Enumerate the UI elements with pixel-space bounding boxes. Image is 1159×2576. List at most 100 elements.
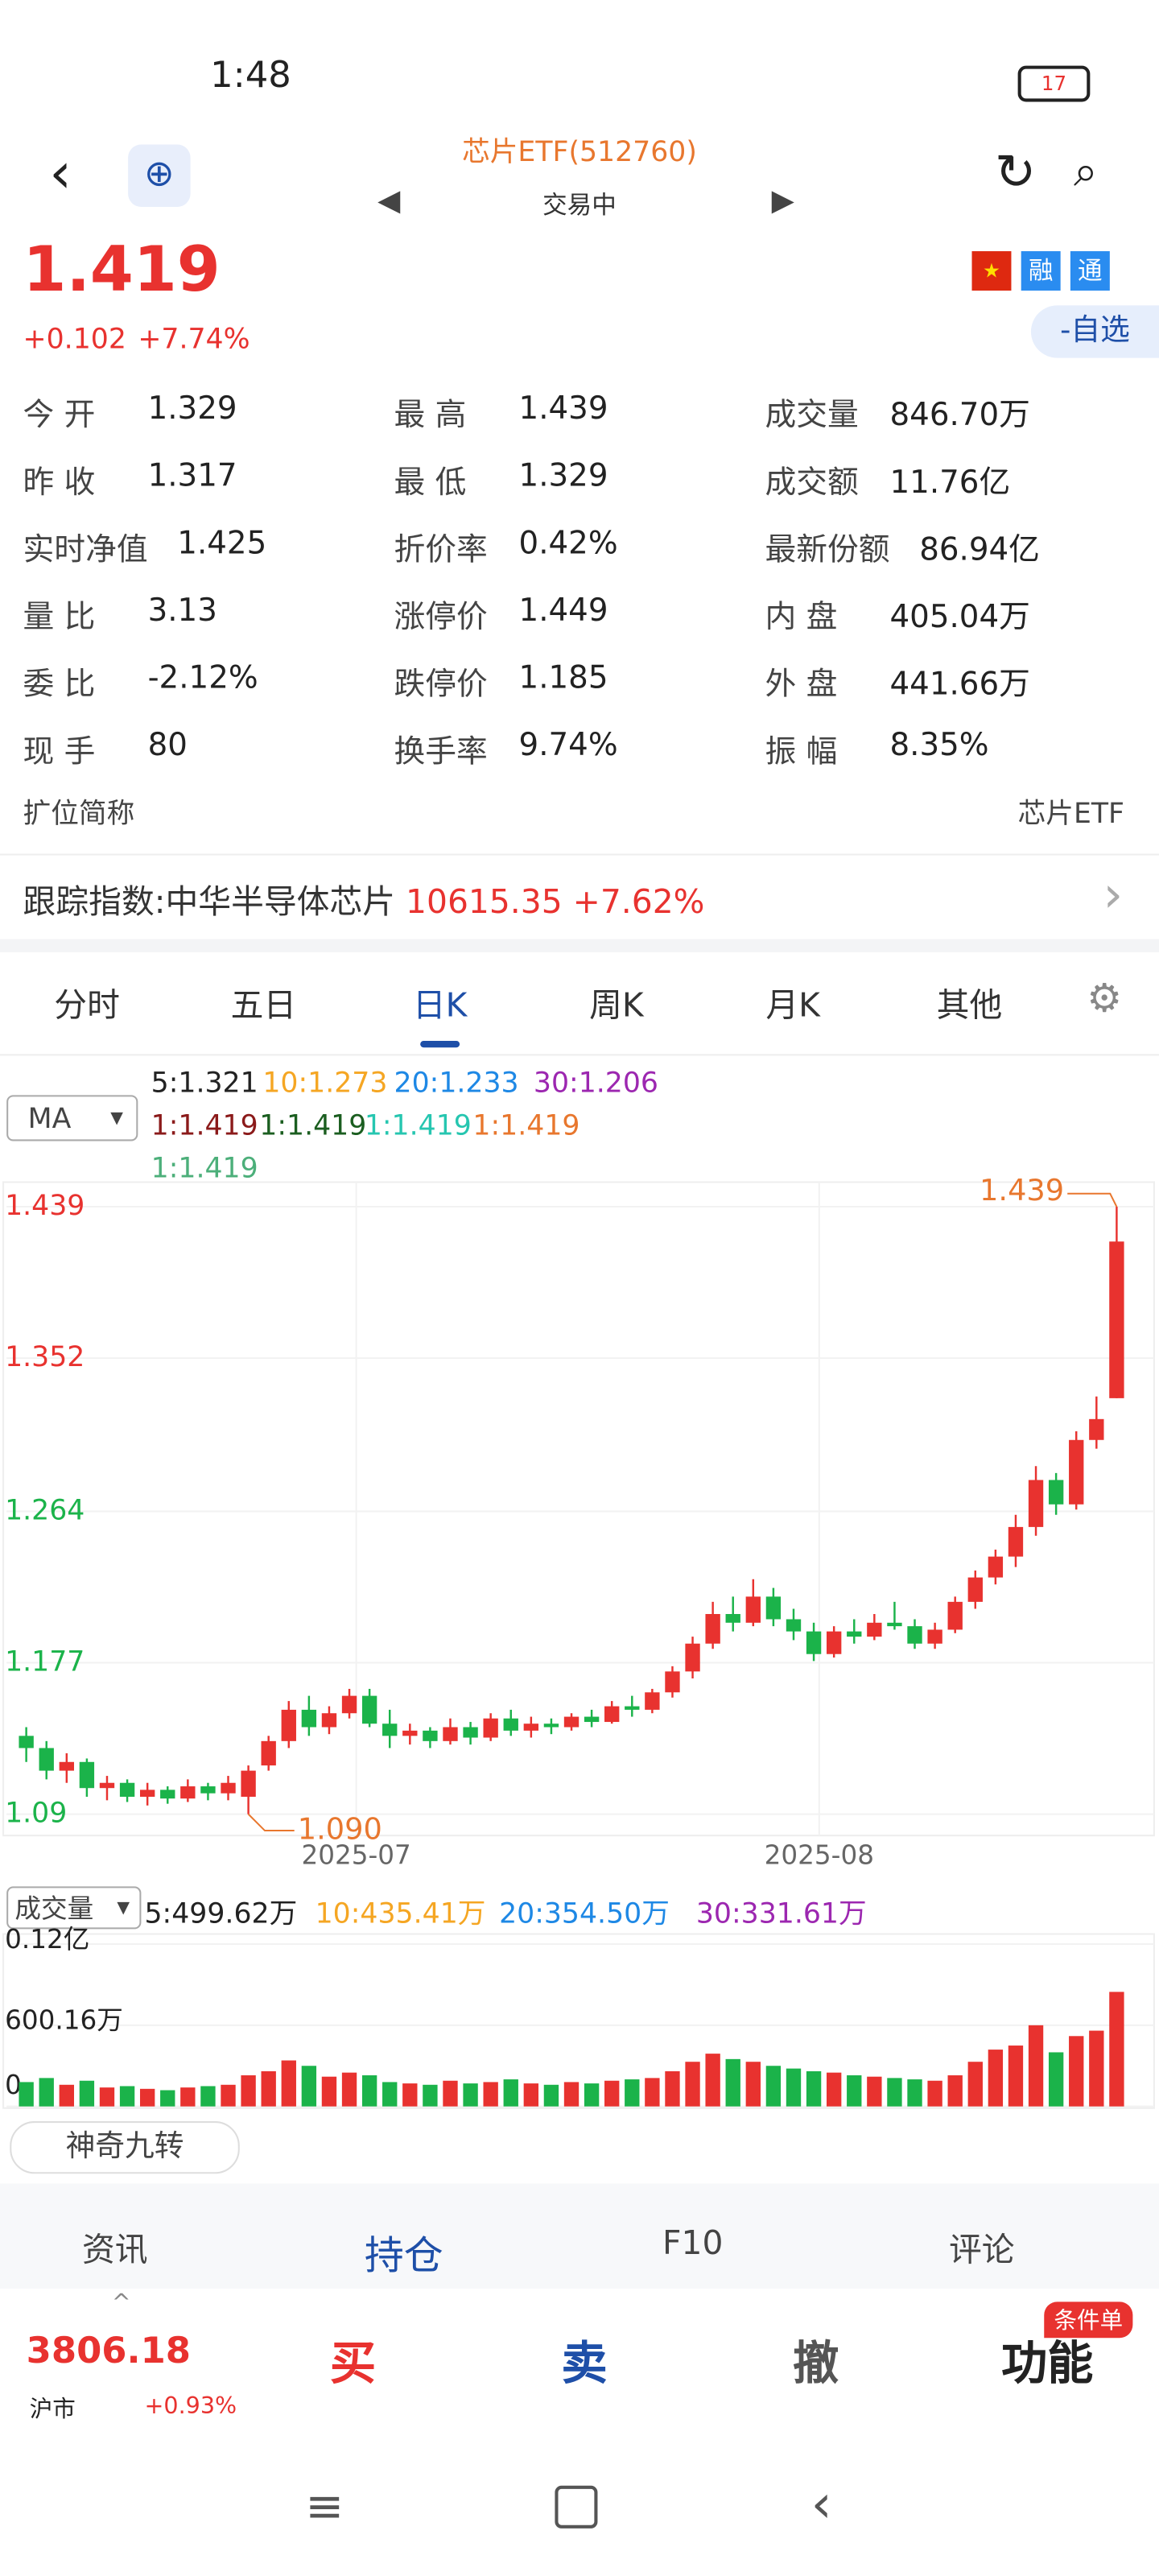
annotation: 1.439 <box>980 1173 1064 1208</box>
volume-bar <box>947 2075 963 2107</box>
volume-bar <box>180 2087 196 2107</box>
trade-action[interactable]: 买 <box>329 2336 377 2391</box>
divider <box>0 939 1159 952</box>
trade-action[interactable]: 卖 <box>561 2336 608 2391</box>
chart-tab[interactable]: 月K <box>765 985 820 1025</box>
back-button[interactable]: ‹ <box>49 141 72 207</box>
flag: ★ <box>971 251 1012 291</box>
prev-arrow[interactable]: ◀ <box>377 184 401 219</box>
candle-body <box>685 1643 700 1672</box>
volume-bar <box>927 2080 942 2107</box>
ma-selector[interactable]: MA ▼ <box>6 1095 138 1141</box>
candle-body <box>423 1730 438 1741</box>
volume-bar <box>625 2079 640 2107</box>
search-button[interactable]: ⌕ <box>1073 147 1098 197</box>
magic-button[interactable]: 神奇九转 <box>10 2121 240 2174</box>
volume-bar <box>725 2058 740 2107</box>
chart-tab[interactable]: 分时 <box>54 985 120 1025</box>
stat-label: 折价率 <box>394 531 488 568</box>
volume-bar <box>483 2082 498 2107</box>
volume-bar <box>1008 2046 1024 2107</box>
badge: 融 <box>1021 251 1061 291</box>
stat-value: 11.76亿 <box>889 464 1011 502</box>
trade-action[interactable]: 功能 <box>1001 2336 1094 2391</box>
short-name-label: 扩位简称 <box>23 798 135 831</box>
stat-label: 成交量 <box>765 397 859 434</box>
chart-frame <box>2 1181 1155 1837</box>
price: 1.419 <box>23 233 221 306</box>
watch-button[interactable]: -自选 <box>1030 305 1159 358</box>
volume-bar <box>745 2062 761 2107</box>
bottom-tab[interactable]: 持仓 <box>364 2232 443 2279</box>
candle-body <box>261 1740 276 1766</box>
tab-indicator <box>420 1041 460 1048</box>
candle-body <box>725 1613 740 1623</box>
status-time: 1:48 <box>210 56 291 97</box>
nav-home[interactable] <box>555 2485 598 2529</box>
settings-button[interactable]: ⚙ <box>1087 975 1123 1022</box>
bottom-tab[interactable]: F10 <box>662 2223 724 2263</box>
chart-tab[interactable]: 周K <box>589 985 644 1025</box>
stat-label: 最 低 <box>394 464 467 502</box>
candle-body <box>988 1556 1004 1578</box>
tracking-value: 10615.35 <box>406 881 563 922</box>
stat-label: 成交额 <box>765 464 859 502</box>
next-arrow[interactable]: ▶ <box>771 184 794 219</box>
stat-value: 1.329 <box>518 458 608 494</box>
stat-label: 昨 收 <box>23 464 96 502</box>
volume-bar <box>402 2083 418 2107</box>
ma-legend-item: 1:1.419 <box>151 1152 258 1186</box>
divider <box>0 853 1159 856</box>
ma-legend-item: 20:1.233 <box>394 1067 519 1100</box>
refresh-button[interactable]: ↻ <box>995 144 1037 202</box>
volume-bar <box>1048 2052 1064 2107</box>
tracking-arrow[interactable]: › <box>1103 866 1124 925</box>
bottom-tab[interactable]: 资讯 <box>81 2229 148 2269</box>
trade-action[interactable]: 撤 <box>793 2336 839 2391</box>
nav-menu[interactable]: ≡ <box>305 2479 344 2533</box>
volume-selector[interactable]: 成交量 ▼ <box>6 1886 142 1930</box>
candle-body <box>786 1619 802 1632</box>
ma-legend-item: 1:1.419 <box>151 1109 258 1143</box>
candle-body <box>160 1790 175 1799</box>
volume-bar <box>301 2066 317 2107</box>
index-change: +0.93% <box>144 2393 237 2421</box>
chart-tab[interactable]: 日K <box>412 985 468 1025</box>
expand-arrow[interactable]: ^ <box>111 2290 131 2317</box>
candle-body <box>200 1786 216 1794</box>
volume-bar <box>1109 1992 1124 2107</box>
stat-label: 现 手 <box>23 733 96 770</box>
stat-label: 振 幅 <box>765 733 838 770</box>
stat-label: 量 比 <box>23 599 96 636</box>
battery: 17 <box>1017 65 1091 102</box>
candle-body <box>967 1577 983 1602</box>
chart-tab[interactable]: 五日 <box>230 985 297 1025</box>
stat-value: 405.04万 <box>889 599 1030 636</box>
candle-body <box>563 1716 580 1728</box>
y-tick-label: 1.264 <box>5 1494 85 1526</box>
dropdown-arrow: ▼ <box>110 1109 123 1129</box>
volume-bar <box>59 2084 74 2107</box>
stat-value: 1.329 <box>147 390 237 427</box>
tracking-label: 跟踪指数:中华半导体芯片 10615.35 +7.62% <box>23 875 705 923</box>
candle-body <box>826 1631 842 1654</box>
volume-bar <box>160 2090 175 2107</box>
volume-bar <box>988 2050 1004 2107</box>
candle-body <box>463 1727 478 1738</box>
bottom-tabs-bg <box>0 2183 1159 2289</box>
volume-bar <box>200 2086 216 2107</box>
nav-back[interactable]: ‹ <box>810 2472 832 2535</box>
volume-bar <box>503 2079 518 2107</box>
bottom-tab[interactable]: 评论 <box>948 2229 1015 2269</box>
volume-bar <box>19 2082 34 2107</box>
volume-selector-label: 成交量 <box>14 1893 94 1925</box>
stat-label: 今 开 <box>23 397 96 434</box>
volume-bar <box>423 2084 438 2107</box>
stat-label: 换手率 <box>394 733 488 770</box>
condition-badge[interactable]: 条件单 <box>1044 2301 1133 2339</box>
chart-tab[interactable]: 其他 <box>936 985 1003 1025</box>
candle-body <box>543 1724 559 1728</box>
